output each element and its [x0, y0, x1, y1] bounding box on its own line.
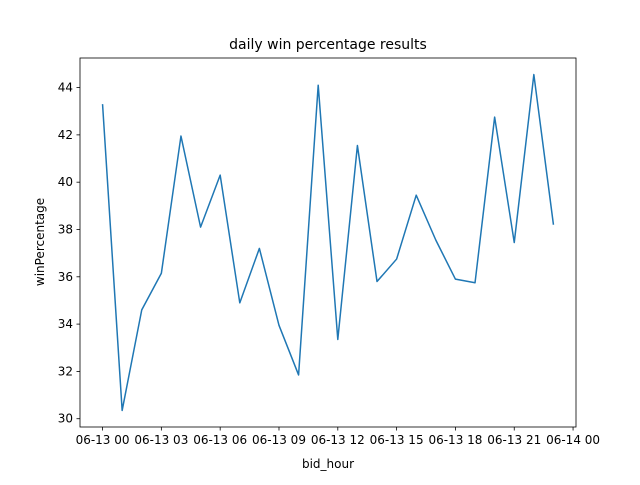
x-axis-ticks: 06-13 00 06-13 03 06-13 06 06-13 09 06-13 12… [76, 427, 600, 447]
series-line-0 [101, 73, 555, 412]
x-tick-label: 06-13 03 [134, 433, 188, 447]
x-axis-label: bid_hour [302, 457, 354, 471]
x-tick-label: 06-13 00 [76, 433, 130, 447]
chart-title: daily win percentage results [229, 37, 427, 53]
y-tick-label: 42 [58, 128, 73, 142]
plot-frame [79, 57, 577, 428]
y-tick-label: 38 [58, 222, 73, 236]
y-tick-label: 30 [58, 412, 73, 426]
y-axis-ticks: 30 32 34 36 38 40 42 44 [58, 81, 80, 426]
x-tick-label: 06-14 00 [546, 433, 600, 447]
y-tick-label: 34 [58, 317, 73, 331]
x-tick-label: 06-13 09 [252, 433, 306, 447]
y-tick-label: 32 [58, 364, 73, 378]
y-tick-label: 36 [58, 270, 73, 284]
x-tick-label: 06-13 21 [487, 433, 541, 447]
y-tick-label: 44 [58, 81, 73, 95]
y-tick-label: 40 [58, 175, 73, 189]
y-axis-label: winPercentage [33, 198, 47, 286]
x-tick-label: 06-13 15 [370, 433, 424, 447]
x-tick-label: 06-13 06 [193, 433, 247, 447]
x-tick-label: 06-13 18 [428, 433, 482, 447]
x-tick-label: 06-13 12 [311, 433, 365, 447]
